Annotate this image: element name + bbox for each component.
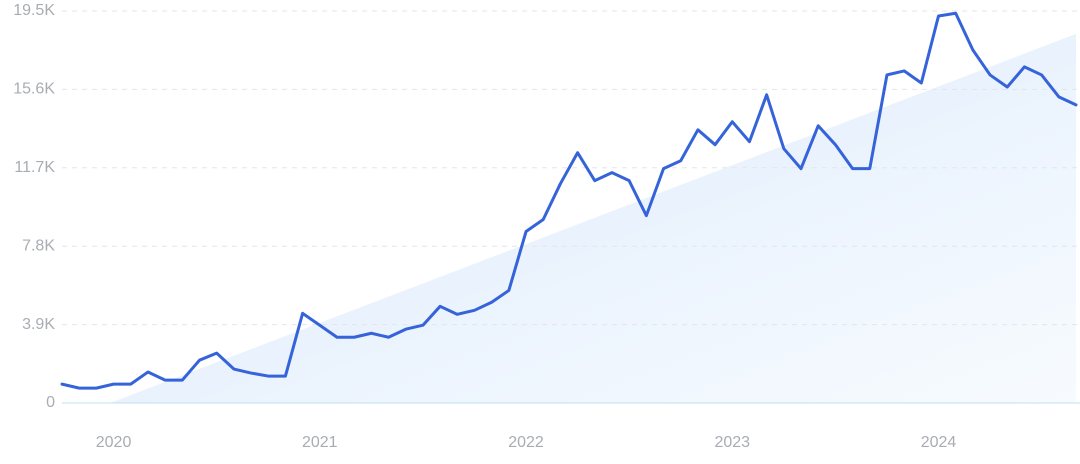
y-tick-label: 0: [46, 394, 55, 411]
trend-area: [110, 33, 1077, 403]
y-tick-label: 15.6K: [13, 81, 55, 98]
x-tick-label: 2024: [921, 434, 957, 451]
y-tick-label: 7.8K: [22, 237, 55, 254]
y-tick-label: 3.9K: [22, 316, 55, 333]
x-tick-label: 2021: [302, 434, 338, 451]
y-tick-label: 11.7K: [14, 159, 55, 176]
x-tick-label: 2022: [508, 434, 544, 451]
x-tick-label: 2020: [96, 434, 132, 451]
data-line: [60, 11, 1078, 390]
y-tick-label: 19.5K: [13, 2, 55, 19]
x-tick-label: 2023: [714, 434, 750, 451]
